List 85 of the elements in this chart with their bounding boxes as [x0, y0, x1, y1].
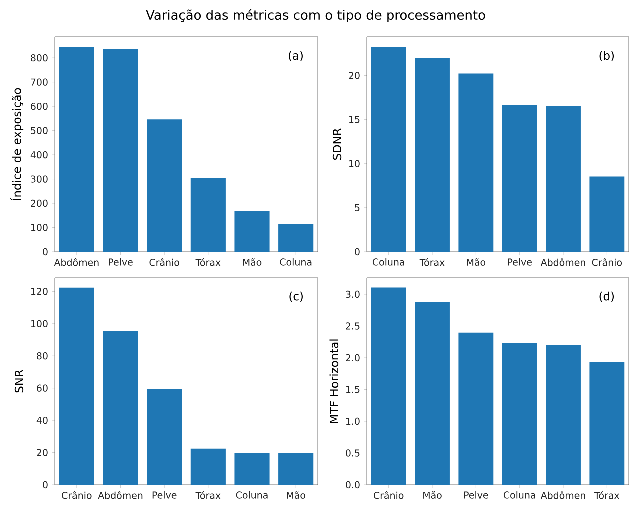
- bar: [103, 49, 138, 252]
- x-tick-label: Crânio: [374, 492, 404, 500]
- y-tick-label: 400: [30, 151, 48, 159]
- y-tick-label: 0: [43, 481, 48, 489]
- bar: [415, 58, 450, 252]
- bar: [190, 178, 226, 252]
- x-tick-label: Tórax: [196, 258, 221, 266]
- bar: [278, 453, 314, 485]
- y-tick-label: 300: [31, 176, 48, 183]
- y-axis-title: Índice de exposição: [10, 88, 24, 200]
- x-tick-label: Tórax: [594, 492, 620, 500]
- y-tick-label: 20: [349, 72, 360, 80]
- y-tick-label: 1.0: [346, 418, 360, 426]
- bar: [59, 288, 94, 485]
- x-tick-label: Abdômen: [98, 492, 143, 500]
- y-tick-label: 2.0: [346, 354, 360, 362]
- bar: [190, 448, 226, 485]
- y-tick-label: 500: [31, 127, 48, 134]
- bar: [103, 331, 138, 485]
- y-tick-label: 1.5: [346, 386, 360, 394]
- bar: [415, 302, 450, 485]
- bar: [278, 224, 314, 252]
- x-tick-label: Crânio: [592, 258, 622, 266]
- bar: [458, 74, 494, 252]
- x-tick-label: Coluna: [504, 492, 536, 499]
- y-tick-label: 80: [37, 352, 48, 360]
- annotation: (a): [288, 51, 303, 62]
- annotation: (b): [600, 51, 614, 62]
- y-tick-label: 60: [37, 384, 48, 392]
- y-tick-label: 3.0: [346, 290, 360, 298]
- y-tick-label: 10: [349, 160, 360, 168]
- x-tick-label: Mão: [424, 492, 442, 500]
- annotation: (d): [600, 292, 614, 302]
- y-tick-label: 200: [31, 200, 48, 208]
- y-tick-label: 5: [355, 204, 360, 212]
- y-tick-label: 20: [37, 449, 48, 456]
- x-tick-label: Mão: [467, 258, 486, 266]
- annotation: (c): [290, 292, 303, 302]
- bar: [546, 345, 581, 485]
- bar: [147, 120, 182, 252]
- x-tick-label: Abdômen: [54, 258, 99, 266]
- x-tick-label: Coluna: [372, 258, 404, 266]
- bar: [590, 176, 625, 252]
- y-tick-label: 0: [355, 248, 360, 256]
- y-tick-label: 100: [31, 224, 48, 232]
- bar: [234, 211, 270, 252]
- bar: [458, 332, 494, 485]
- y-tick-label: 0.0: [346, 481, 360, 489]
- y-tick-label: 40: [36, 416, 48, 424]
- x-tick-label: Coluna: [236, 492, 268, 499]
- y-tick-label: 800: [31, 54, 48, 62]
- y-tick-label: 0.5: [346, 450, 360, 457]
- bar: [502, 344, 538, 485]
- y-axis-title: SDNR: [332, 128, 342, 160]
- x-tick-label: Pelve: [508, 258, 532, 266]
- x-tick-label: Abdômen: [540, 492, 586, 500]
- x-tick-label: Mão: [243, 258, 262, 266]
- x-tick-label: Crânio: [62, 492, 92, 500]
- x-tick-label: Mão: [287, 492, 306, 500]
- chart-title: Variação das métricas com o tipo de processamento: [146, 10, 486, 23]
- y-tick-label: 120: [31, 288, 48, 296]
- y-tick-label: 15: [349, 116, 360, 124]
- bar: [590, 362, 625, 485]
- bar: [371, 47, 406, 252]
- bar: [546, 106, 581, 252]
- x-tick-label: Pelve: [152, 492, 177, 499]
- bar: [502, 105, 538, 252]
- x-tick-label: Tórax: [420, 258, 445, 266]
- x-tick-label: Tórax: [196, 492, 221, 500]
- bar: [147, 389, 182, 485]
- bar: [59, 47, 94, 252]
- x-tick-label: Coluna: [280, 258, 312, 266]
- y-tick-label: 0: [43, 248, 48, 256]
- x-tick-label: Pelve: [109, 258, 133, 266]
- x-tick-label: Abdômen: [540, 258, 586, 266]
- y-tick-label: 600: [31, 102, 48, 110]
- bar: [234, 453, 270, 485]
- x-tick-label: Crânio: [150, 258, 180, 266]
- x-tick-label: Pelve: [464, 492, 488, 499]
- y-tick-label: 2.5: [346, 322, 360, 330]
- y-tick-label: 700: [31, 78, 48, 86]
- y-tick-label: 100: [31, 320, 48, 328]
- y-axis-title: SNR: [14, 370, 24, 393]
- bar: [371, 288, 406, 485]
- y-axis-title: MTF Horizontal: [330, 340, 339, 424]
